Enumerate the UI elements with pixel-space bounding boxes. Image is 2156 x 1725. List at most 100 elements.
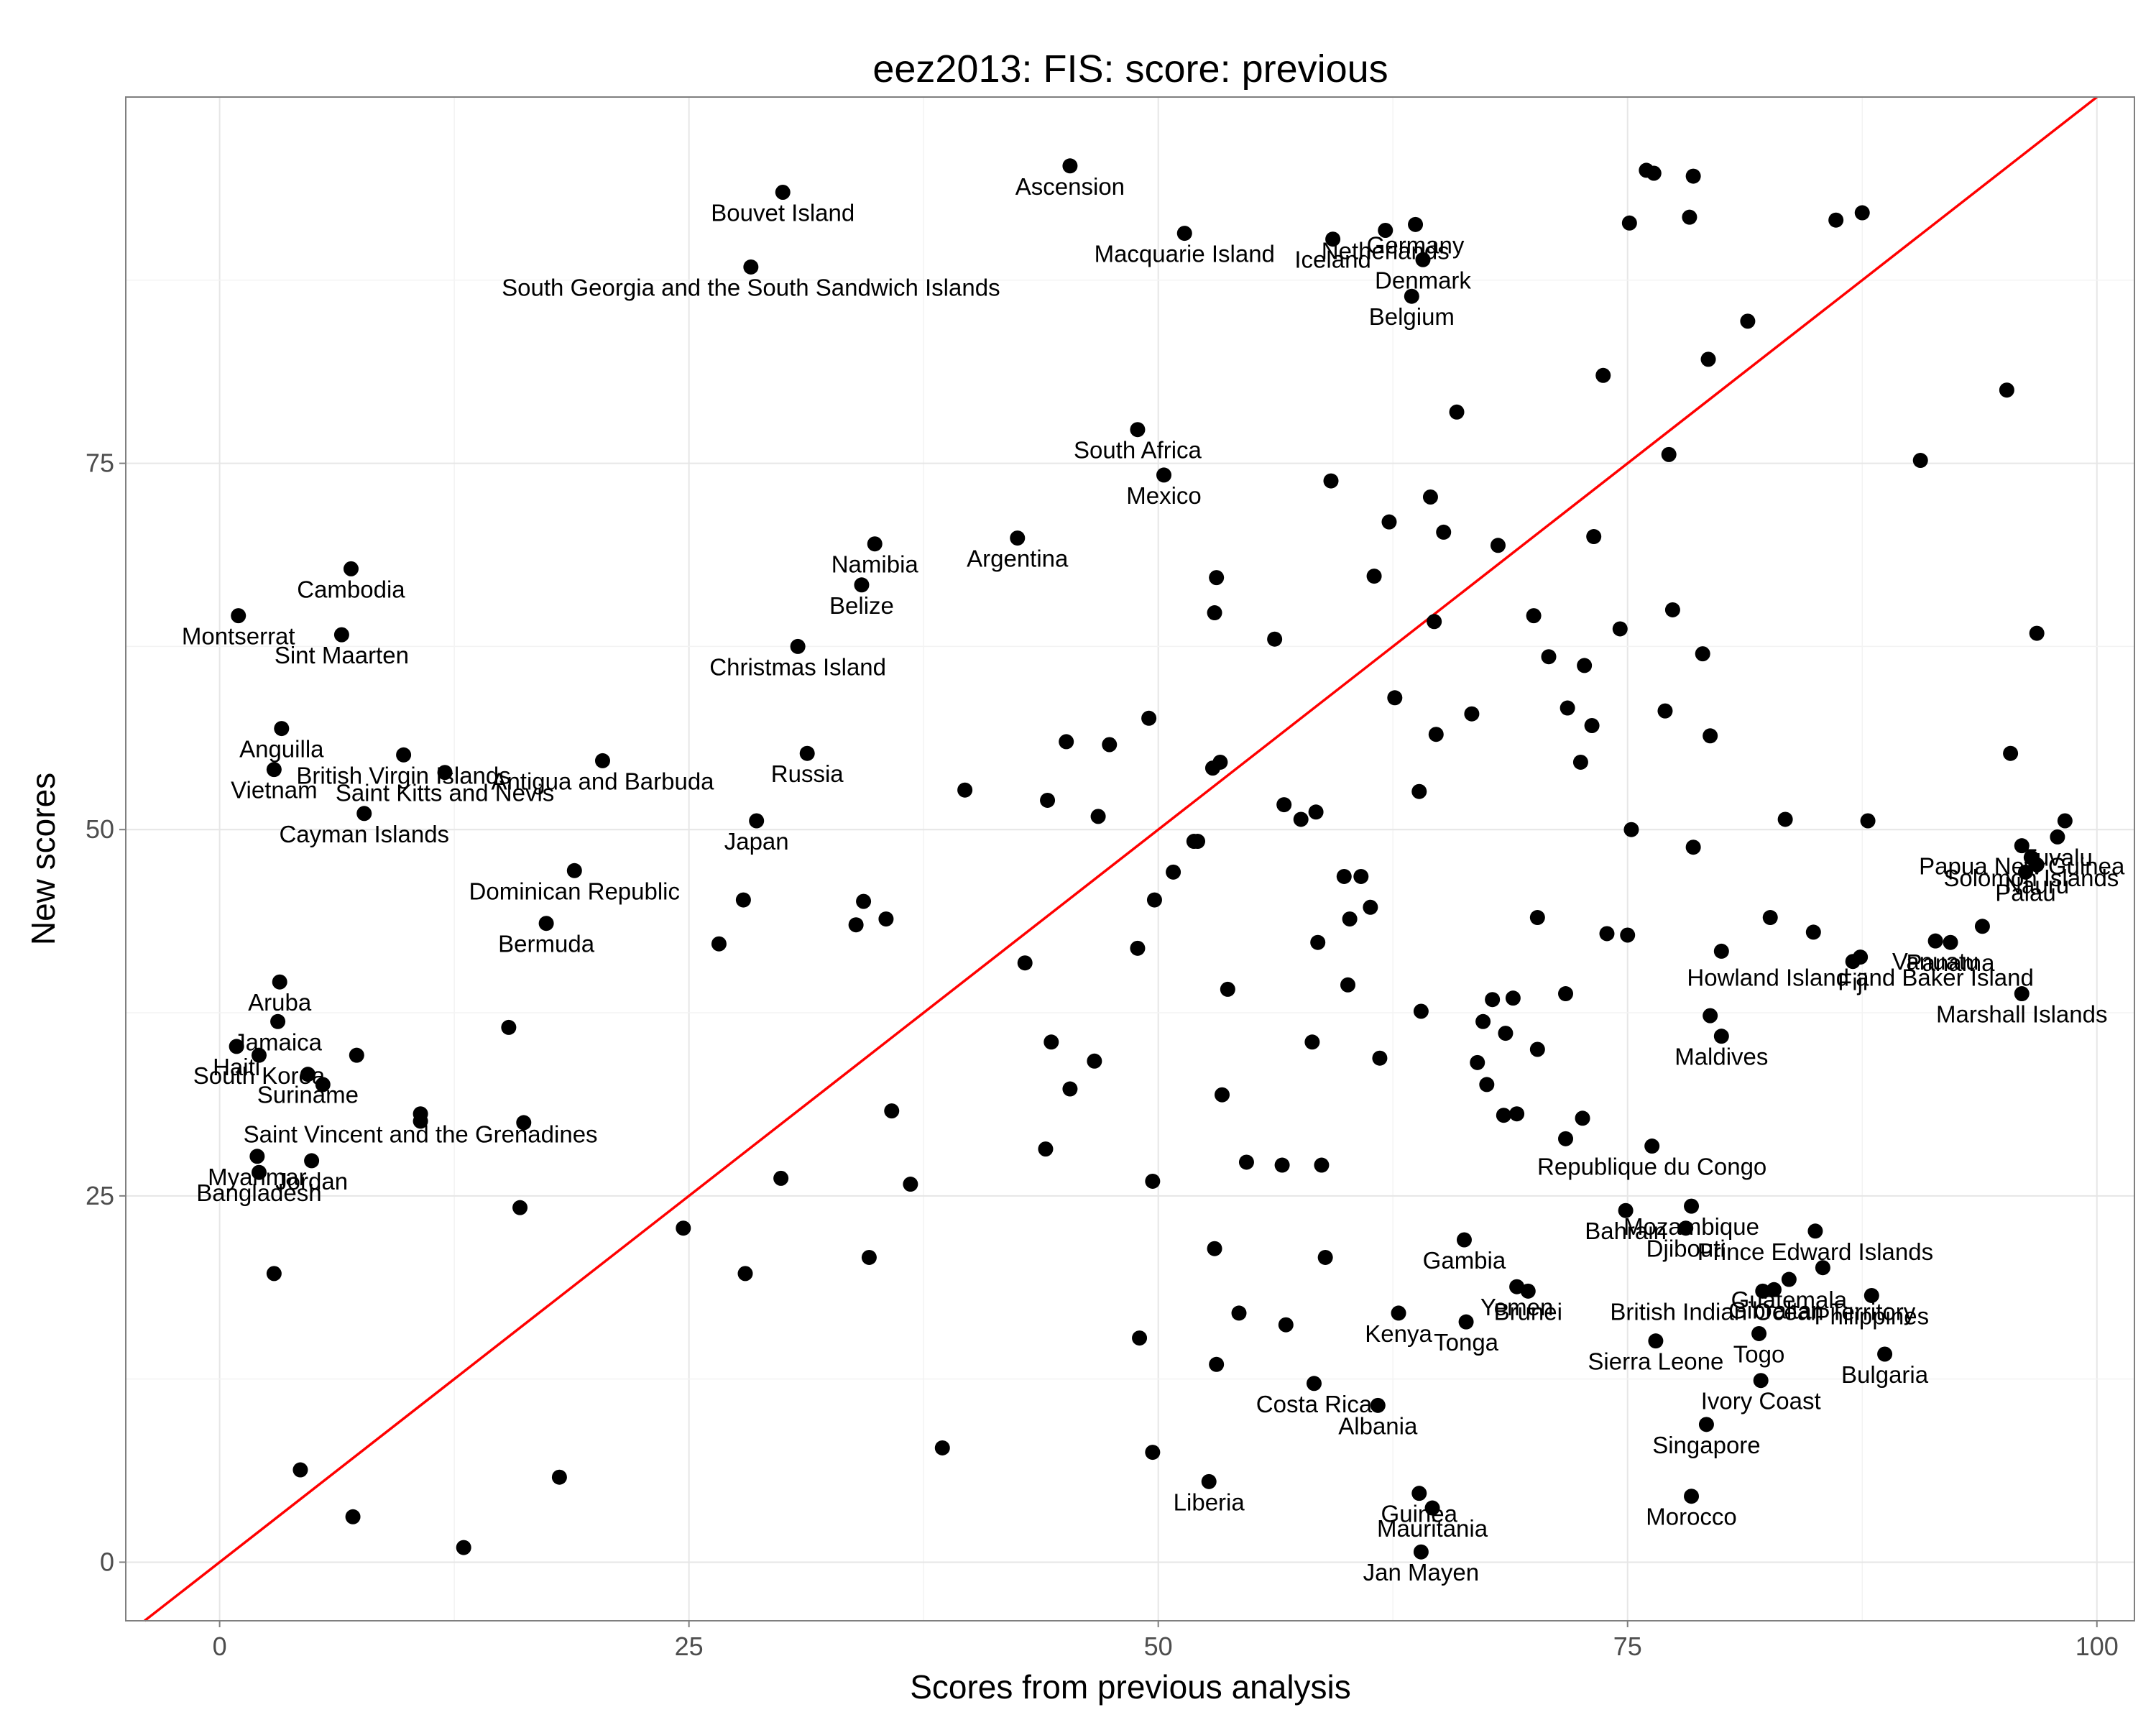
data-point (1599, 926, 1615, 942)
data-point (1762, 910, 1778, 926)
data-point (1828, 212, 1844, 228)
x-axis-title: Scores from previous analysis (910, 1668, 1351, 1706)
point-label: Sint Maarten (275, 642, 409, 668)
x-tick-label: 75 (1613, 1632, 1642, 1661)
data-point (1323, 473, 1339, 489)
data-point (1186, 834, 1202, 850)
data-point (1040, 792, 1056, 808)
data-point (1509, 1106, 1525, 1122)
data-point (1353, 868, 1369, 884)
data-point (1620, 927, 1636, 943)
data-point (1087, 1053, 1102, 1069)
data-point (1304, 1034, 1320, 1050)
point-label: Morocco (1646, 1504, 1737, 1530)
data-point (1278, 1317, 1294, 1333)
data-point (1370, 1397, 1386, 1413)
data-point (1661, 446, 1677, 462)
data-point (1044, 1034, 1059, 1050)
point-label: Bangladesh (196, 1179, 321, 1206)
data-point (551, 1469, 567, 1485)
data-point (1927, 933, 1943, 949)
point-label: Ivory Coast (1701, 1388, 1821, 1414)
data-point (1130, 422, 1146, 438)
data-point (867, 536, 883, 552)
point-label: Jordan (275, 1168, 348, 1195)
data-point (1413, 1003, 1429, 1019)
data-point (249, 1149, 265, 1164)
data-point (1458, 1314, 1474, 1330)
data-point (538, 916, 554, 932)
data-point (1378, 223, 1393, 238)
data-point (1572, 754, 1588, 770)
data-point (1038, 1141, 1054, 1157)
data-point (349, 1047, 364, 1063)
point-label: Ascension (1015, 173, 1125, 200)
data-point (1496, 1108, 1511, 1123)
point-label: Belgium (1369, 303, 1455, 330)
point-label: Albania (1338, 1412, 1418, 1439)
data-point (1102, 737, 1118, 753)
data-point (773, 1170, 789, 1186)
data-point (1558, 1131, 1574, 1146)
data-point (1678, 1220, 1694, 1236)
point-label: South Africa (1074, 437, 1202, 464)
data-point (2050, 829, 2065, 845)
data-point (1695, 646, 1710, 662)
point-label: Myanmar (208, 1164, 307, 1190)
data-point (1713, 943, 1729, 959)
point-label: Jamaica (234, 1029, 323, 1055)
data-point (2014, 838, 2030, 854)
data-point (315, 1077, 331, 1092)
data-point (1366, 569, 1382, 584)
data-point (266, 1266, 282, 1282)
data-point (1449, 404, 1465, 420)
data-point (1145, 1173, 1161, 1189)
data-point (799, 745, 815, 761)
data-point (1999, 382, 2014, 398)
data-point (1854, 205, 1870, 221)
data-point (304, 1153, 320, 1169)
point-label: Mexico (1126, 482, 1202, 509)
data-point (1308, 804, 1324, 820)
point-label: Fiji (1838, 969, 1868, 995)
data-point (1505, 990, 1521, 1006)
point-label: Russia (771, 760, 844, 787)
data-point (775, 185, 791, 200)
data-point (957, 782, 973, 798)
data-point (1479, 1077, 1495, 1092)
point-label: Netherlands (1322, 238, 1450, 264)
data-point (1424, 1500, 1440, 1516)
data-point (1584, 718, 1600, 733)
data-point (1342, 911, 1358, 927)
data-point (1664, 602, 1680, 617)
point-label: Liberia (1174, 1489, 1245, 1515)
data-point (1141, 710, 1157, 726)
data-point (456, 1540, 471, 1555)
data-point (1781, 1271, 1797, 1287)
data-point (884, 1103, 900, 1119)
data-point (1644, 1138, 1660, 1154)
data-point (1485, 992, 1501, 1008)
data-point (1062, 158, 1078, 174)
data-point (1575, 1110, 1590, 1126)
data-point (1943, 934, 1958, 950)
data-point (711, 936, 727, 952)
data-point (1238, 1154, 1254, 1170)
data-point (1130, 940, 1146, 956)
data-point (1413, 1544, 1429, 1560)
data-point (676, 1220, 691, 1236)
point-label: Papua New Guinea (1919, 853, 2125, 880)
data-point (1310, 934, 1326, 950)
data-point (1204, 760, 1220, 776)
data-point (1648, 1333, 1664, 1349)
data-point (1146, 892, 1162, 908)
data-point (1612, 621, 1628, 637)
data-point (1529, 1041, 1545, 1057)
data-point (1877, 1346, 1893, 1362)
data-point (1740, 313, 1756, 329)
point-label: Palau (1995, 879, 2055, 906)
point-label: Panama (1907, 949, 1996, 976)
point-label: South Korea (193, 1062, 326, 1089)
point-label: Solomon Islands (1943, 865, 2119, 891)
